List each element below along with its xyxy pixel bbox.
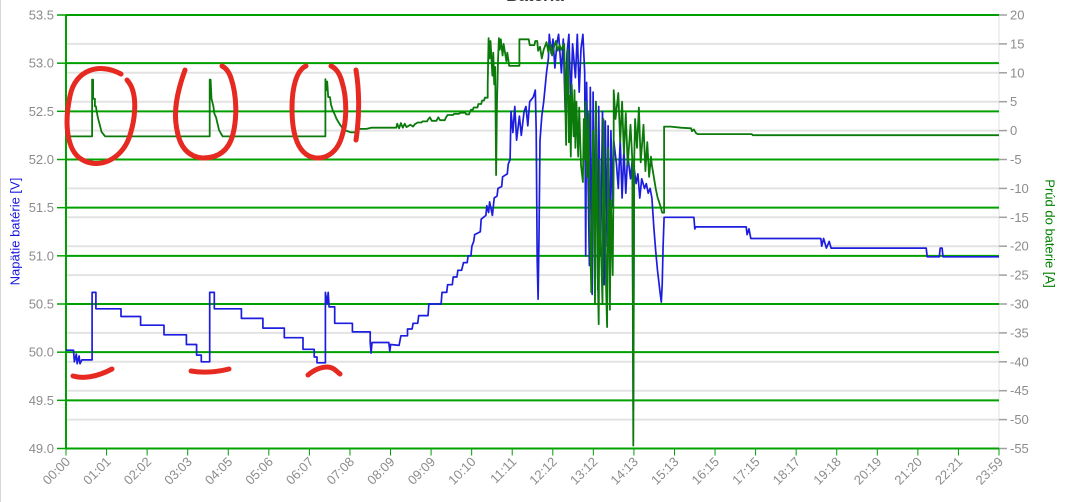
x-tick-label: 18:17	[770, 454, 804, 488]
y-right-tick-label: -25	[1010, 268, 1029, 283]
y-right-tick-label: 10	[1010, 65, 1024, 80]
x-tick-label: 11:11	[487, 454, 519, 486]
y-left-tick-label: 52.0	[29, 152, 54, 167]
y-left-tick-label: 50.0	[29, 345, 54, 360]
gridlines-current-axis	[66, 14, 1000, 450]
x-tick-label: 13:12	[567, 454, 601, 488]
x-tick-label: 14:13	[607, 454, 641, 488]
x-tick-label: 03:03	[161, 454, 195, 488]
y-right-tick-label: -10	[1010, 181, 1029, 196]
y-left-tick-label: 53.0	[29, 56, 54, 71]
y-right-axis: 20 15 10 5 0 -5 -10 -15 -20 -25 -30 -35 -40 -45 -50 -55	[999, 8, 1029, 456]
x-tick-label: 16:15	[689, 454, 723, 488]
x-tick-label: 06:07	[283, 454, 317, 488]
x-tick-label: 17:15	[729, 454, 763, 488]
y-right-tick-label: 0	[1010, 123, 1017, 138]
red-circle-2	[172, 63, 239, 161]
x-tick-label: 09:09	[405, 454, 439, 488]
x-tick-label: 19:18	[810, 454, 844, 488]
x-tick-label: 04:05	[202, 454, 236, 488]
x-tick-label: 10:10	[445, 454, 479, 488]
x-tick-label: 02:02	[121, 454, 155, 488]
x-tick-label: 01:01	[80, 454, 114, 488]
x-tick-label: 05:06	[242, 454, 276, 488]
voltage-line	[66, 33, 999, 411]
y-right-tick-label: -30	[1010, 297, 1029, 312]
y-left-tick-label: 50.5	[29, 297, 54, 312]
y-right-tick-label: 5	[1010, 94, 1017, 109]
y-right-tick-label: 15	[1010, 36, 1024, 51]
red-circle-3-tail	[353, 67, 362, 143]
y-left-tick-label: 51.5	[29, 200, 54, 215]
red-underline-3	[305, 364, 343, 378]
x-tick-label: 12:12	[526, 454, 560, 488]
red-underline-1	[70, 366, 115, 380]
x-tick-label: 00:00	[40, 454, 74, 488]
hand-drawn-annotations	[64, 63, 362, 380]
y-left-tick-label: 51.0	[29, 248, 54, 263]
chart-title: Batéria	[1, 0, 1069, 6]
y-left-tick-label: 52.5	[29, 104, 54, 119]
y-right-tick-label: -55	[1010, 441, 1029, 456]
gridlines-voltage-axis	[65, 14, 999, 450]
y-right-tick-label: -40	[1010, 354, 1029, 369]
y-right-tick-label: -35	[1010, 325, 1029, 340]
y-left-tick-label: 49.0	[29, 441, 54, 456]
current-line	[66, 37, 999, 447]
red-underline-2	[188, 366, 232, 375]
y-right-tick-label: -45	[1010, 383, 1029, 398]
y-left-tick-label: 49.5	[29, 393, 54, 408]
y-right-tick-label: -20	[1010, 239, 1029, 254]
red-circle-1	[64, 66, 138, 166]
x-tick-label: 20:19	[851, 454, 885, 488]
x-tick-label: 08:09	[364, 454, 398, 488]
y-right-tick-label: -5	[1010, 152, 1022, 167]
y-left-axis: 53.5 53.0 52.5 52.0 51.5 51.0 50.5 50.0 49.5 49.0	[29, 8, 66, 456]
red-circle-3	[289, 63, 349, 161]
x-tick-label: 07:08	[323, 454, 357, 488]
x-axis: 00:00 01:01 02:02 03:03 04:05 05:06 06:07 07:08…	[40, 448, 1007, 488]
y-right-tick-label: -15	[1010, 210, 1029, 225]
x-tick-label: 21:20	[891, 454, 925, 488]
x-tick-label: 22:21	[932, 454, 966, 488]
y-left-tick-label: 53.5	[29, 8, 54, 23]
x-tick-label: 15:13	[648, 454, 682, 488]
x-tick-label: 23:59	[973, 454, 1007, 488]
y-right-tick-label: 20	[1010, 8, 1024, 23]
y-right-tick-label: -50	[1010, 412, 1029, 427]
